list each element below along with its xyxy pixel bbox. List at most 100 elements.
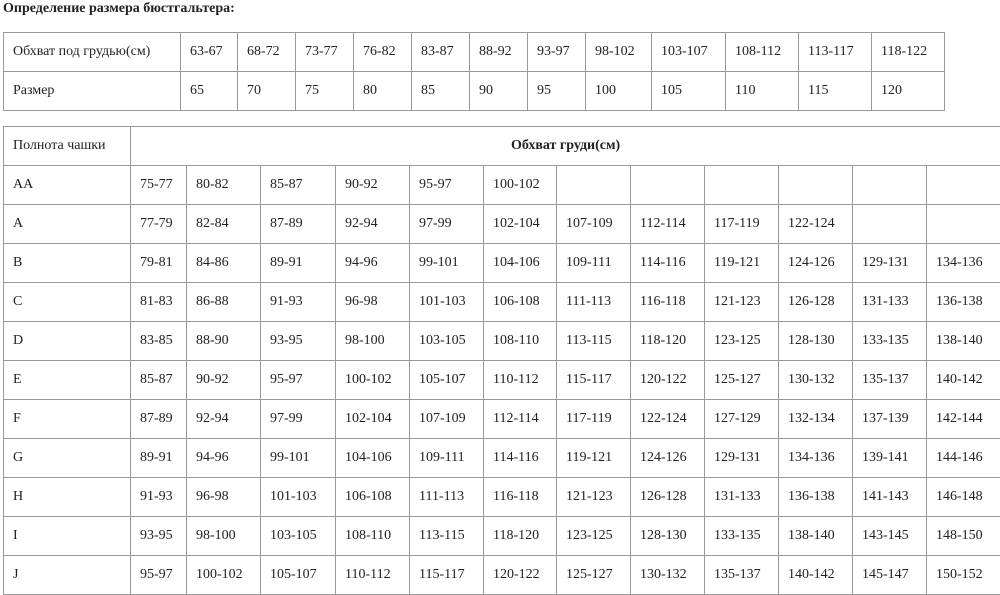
bust-range-cell: 94-96 xyxy=(336,244,410,283)
bust-range-cell: 130-132 xyxy=(779,361,853,400)
bust-header: Обхват груди(см) xyxy=(131,127,1000,166)
cup-label: G xyxy=(4,439,131,478)
bust-range-cell: 91-93 xyxy=(131,478,187,517)
bust-range-cell: 114-116 xyxy=(484,439,557,478)
bust-range-cell: 150-152 xyxy=(927,556,1000,595)
bust-range-cell: 101-103 xyxy=(261,478,336,517)
bust-range-cell: 143-145 xyxy=(853,517,927,556)
bust-range-cell: 127-129 xyxy=(705,400,779,439)
bust-range-cell: 115-117 xyxy=(410,556,484,595)
size-cell: 115 xyxy=(799,72,872,111)
bust-range-cell: 120-122 xyxy=(631,361,705,400)
row-label: Размер xyxy=(4,72,181,111)
bust-range-cell: 139-141 xyxy=(853,439,927,478)
cup-label: I xyxy=(4,517,131,556)
header-row: Полнота чашки Обхват груди(см) xyxy=(4,127,1000,166)
bust-range-cell xyxy=(853,205,927,244)
size-cell: 70 xyxy=(238,72,296,111)
bust-range-cell: 134-136 xyxy=(927,244,1000,283)
bust-range-cell: 100-102 xyxy=(484,166,557,205)
bust-range-cell: 89-91 xyxy=(131,439,187,478)
bust-range-cell: 121-123 xyxy=(705,283,779,322)
bust-range-cell: 105-107 xyxy=(410,361,484,400)
bust-range-cell: 77-79 xyxy=(131,205,187,244)
size-cell: 105 xyxy=(652,72,726,111)
bust-range-cell: 117-119 xyxy=(557,400,631,439)
bust-range-cell: 93-95 xyxy=(261,322,336,361)
bust-range-cell: 79-81 xyxy=(131,244,187,283)
bust-range-cell: 90-92 xyxy=(336,166,410,205)
bust-range-cell: 98-100 xyxy=(187,517,261,556)
bust-range-cell: 105-107 xyxy=(261,556,336,595)
bust-range-cell: 132-134 xyxy=(779,400,853,439)
bust-range-cell: 92-94 xyxy=(187,400,261,439)
bust-range-cell: 90-92 xyxy=(187,361,261,400)
bust-range-cell: 97-99 xyxy=(261,400,336,439)
bust-range-cell: 106-108 xyxy=(484,283,557,322)
bust-range-cell: 110-112 xyxy=(336,556,410,595)
bust-range-cell: 137-139 xyxy=(853,400,927,439)
size-cell: 120 xyxy=(872,72,945,111)
size-cell: 95 xyxy=(528,72,586,111)
bust-range-cell: 112-114 xyxy=(484,400,557,439)
bust-range-cell: 129-131 xyxy=(853,244,927,283)
page-title: Определение размера бюстгальтера: xyxy=(3,1,235,17)
bust-range-cell: 126-128 xyxy=(779,283,853,322)
bust-range-cell: 144-146 xyxy=(927,439,1000,478)
bust-range-cell: 116-118 xyxy=(484,478,557,517)
size-cell: 80 xyxy=(354,72,412,111)
size-cell: 85 xyxy=(412,72,470,111)
bust-range-cell xyxy=(705,166,779,205)
size-cell: 90 xyxy=(470,72,528,111)
bust-range-cell: 87-89 xyxy=(131,400,187,439)
bust-range-cell: 129-131 xyxy=(705,439,779,478)
bust-range-cell: 96-98 xyxy=(336,283,410,322)
bust-range-cell: 93-95 xyxy=(131,517,187,556)
bust-range-cell: 88-90 xyxy=(187,322,261,361)
bust-range-cell: 138-140 xyxy=(779,517,853,556)
bust-range-cell: 135-137 xyxy=(853,361,927,400)
bust-range-cell: 118-120 xyxy=(631,322,705,361)
bust-range-cell: 107-109 xyxy=(557,205,631,244)
size-cell: 75 xyxy=(296,72,354,111)
bust-range-cell: 126-128 xyxy=(631,478,705,517)
cup-label: E xyxy=(4,361,131,400)
bust-range-cell: 103-105 xyxy=(410,322,484,361)
bust-range-cell: 131-133 xyxy=(705,478,779,517)
bust-range-cell: 100-102 xyxy=(336,361,410,400)
bust-range-cell: 111-113 xyxy=(410,478,484,517)
bust-range-cell: 96-98 xyxy=(187,478,261,517)
bust-range-cell: 94-96 xyxy=(187,439,261,478)
bust-range-cell: 113-115 xyxy=(557,322,631,361)
bust-range-cell: 148-150 xyxy=(927,517,1000,556)
bust-range-cell: 95-97 xyxy=(261,361,336,400)
bust-range-cell: 104-106 xyxy=(336,439,410,478)
bust-range-cell: 87-89 xyxy=(261,205,336,244)
bust-range-cell: 80-82 xyxy=(187,166,261,205)
bust-range-cell: 102-104 xyxy=(336,400,410,439)
bust-range-cell: 75-77 xyxy=(131,166,187,205)
bust-range-cell: 123-125 xyxy=(705,322,779,361)
bust-range-cell xyxy=(557,166,631,205)
size-cell: 65 xyxy=(181,72,238,111)
cup-label: F xyxy=(4,400,131,439)
cup-label: A xyxy=(4,205,131,244)
bust-range-cell: 134-136 xyxy=(779,439,853,478)
bust-range-cell: 99-101 xyxy=(261,439,336,478)
bust-range-cell: 108-110 xyxy=(336,517,410,556)
bust-range-cell: 104-106 xyxy=(484,244,557,283)
bust-range-cell: 125-127 xyxy=(557,556,631,595)
corner-label: Полнота чашки xyxy=(4,127,131,166)
bust-range-cell xyxy=(927,205,1000,244)
bust-range-cell: 85-87 xyxy=(131,361,187,400)
bust-range-cell: 133-135 xyxy=(853,322,927,361)
bust-range-cell: 136-138 xyxy=(779,478,853,517)
cup-label: C xyxy=(4,283,131,322)
underbust-cell: 76-82 xyxy=(354,33,412,72)
bust-range-cell: 107-109 xyxy=(410,400,484,439)
